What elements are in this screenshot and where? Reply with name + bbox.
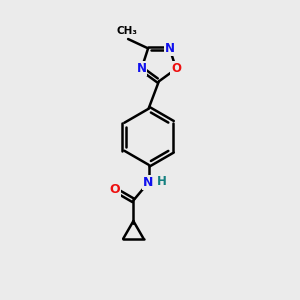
Text: H: H (157, 175, 167, 188)
Text: N: N (165, 42, 175, 55)
Text: N: N (136, 62, 146, 75)
Text: CH₃: CH₃ (116, 26, 137, 35)
Text: N: N (143, 176, 154, 189)
Text: O: O (171, 62, 181, 75)
Text: O: O (110, 183, 120, 196)
